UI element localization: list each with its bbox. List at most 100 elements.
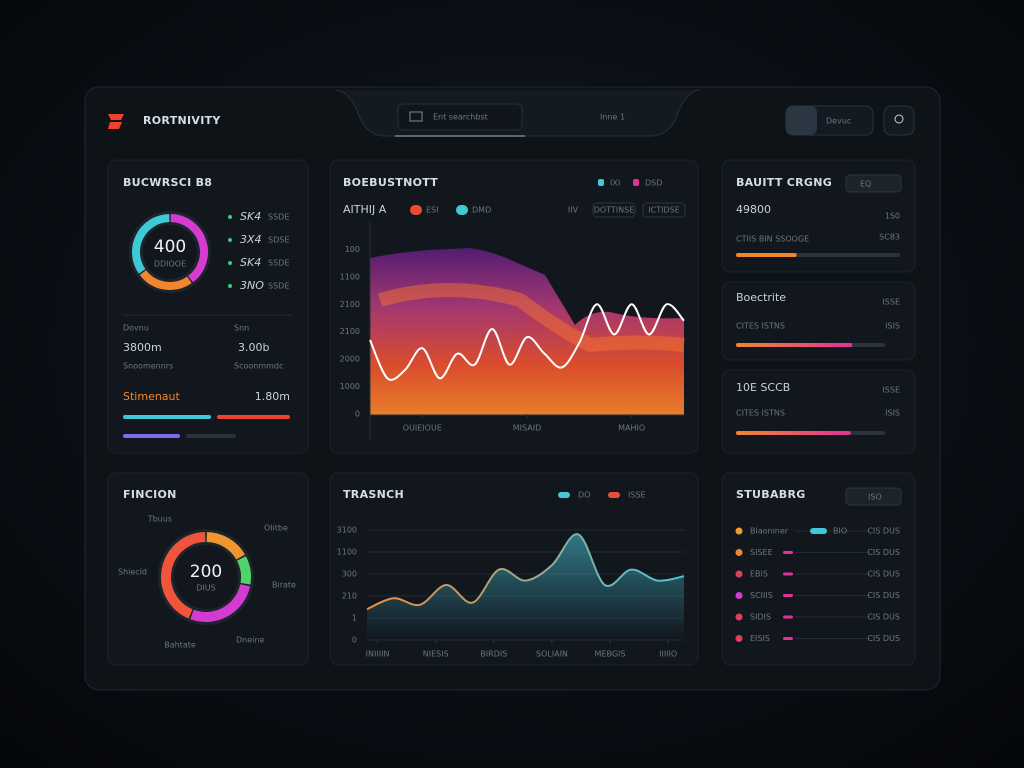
legend-label: SK4 <box>240 256 261 269</box>
stat-label: Dovnu <box>123 324 149 333</box>
donut-center: 400 <box>154 237 186 257</box>
y-tick-label: 0 <box>355 410 360 419</box>
search-icon <box>409 111 423 122</box>
donut-segment <box>236 556 251 585</box>
legend-dot <box>228 215 232 219</box>
status-button-label: ISO <box>868 493 882 502</box>
x-tick-label: MISAID <box>513 424 541 433</box>
y-tick-label: 2100 <box>340 327 360 336</box>
status-pill <box>783 551 793 554</box>
highlight-label: Stimenaut <box>123 390 181 403</box>
chart-control[interactable] <box>642 202 686 218</box>
line-series <box>366 533 685 611</box>
user-icon <box>894 114 904 124</box>
status-label: SCIIIS <box>750 591 773 600</box>
stat-value: 3800m <box>123 341 162 354</box>
search-text: Ent searchbst <box>433 113 488 122</box>
x-tick-label: SOLIAIN <box>536 650 568 659</box>
panel-title: STUBABRG <box>736 488 806 501</box>
legend-swatch <box>633 179 639 186</box>
x-tick-label: MAHIO <box>618 424 645 433</box>
metric-button[interactable] <box>845 174 902 193</box>
highlight-value: 1.80m <box>255 390 290 403</box>
legend-note: SSDE <box>268 282 289 291</box>
status-note: CIS DUS <box>867 527 900 536</box>
metric-note: CTIIS BIN SSOOGE <box>736 235 809 244</box>
stat-value: 3.00b <box>238 341 269 354</box>
status-note: CIS DUS <box>867 570 900 579</box>
donut-segment <box>139 269 192 290</box>
metric-side-note: ISIS <box>885 322 900 331</box>
status-pill <box>810 528 827 534</box>
x-tick-label: IIIIIO <box>659 650 677 659</box>
legend-label: 3X4 <box>240 233 262 246</box>
donut-segment <box>170 214 208 283</box>
legend-note: SSDE <box>268 213 289 222</box>
chart-control-label: DOTTINSE <box>594 206 635 215</box>
status-button[interactable] <box>845 487 902 506</box>
logo <box>108 114 124 129</box>
accent-bar <box>123 434 180 438</box>
y-tick-label: 210 <box>342 592 357 601</box>
progress-bar <box>736 431 851 435</box>
brand: RORTNIVITY <box>143 114 221 127</box>
panel-metric <box>721 281 916 361</box>
status-label: EISIS <box>750 634 770 643</box>
legend-swatch <box>456 205 468 215</box>
status-label: SIDIS <box>750 613 771 622</box>
metric-value: 49800 <box>736 203 771 216</box>
stat-note: Snoomennrs <box>123 362 173 371</box>
status-tag: BIO <box>833 527 847 536</box>
status-label: SISEE <box>750 548 773 557</box>
legend-swatch <box>410 205 422 215</box>
accent-bar <box>217 415 290 419</box>
x-tick-label: INIIIIN <box>366 650 390 659</box>
metric-side-note: SC83 <box>879 233 900 242</box>
progress-bar <box>736 343 853 347</box>
y-tick-label: 3100 <box>337 526 357 535</box>
panel-title: BUCWRSCI B8 <box>123 176 212 189</box>
metric-note: CITES ISTNS <box>736 409 785 418</box>
status-pill <box>783 572 793 576</box>
chart-subtitle: AITHIJ A <box>343 203 387 216</box>
legend-label: ISSE <box>628 491 646 500</box>
donut-label: Birate <box>272 581 296 590</box>
status-pill <box>783 637 793 640</box>
donut-segment <box>190 584 251 622</box>
header-button-icon <box>786 106 817 135</box>
metric-side-note: ISIS <box>885 409 900 418</box>
area-fill <box>367 534 684 640</box>
metric-note: CITES ISTNS <box>736 322 785 331</box>
legend-note: SDSE <box>268 236 289 245</box>
panel-distribution <box>107 472 309 666</box>
status-note: CIS DUS <box>867 613 900 622</box>
y-tick-label: 2000 <box>340 355 360 364</box>
chart-control-label: ICTIDSE <box>648 206 679 215</box>
legend-swatch <box>608 492 620 498</box>
metric-side: ISSE <box>882 298 900 307</box>
legend-note: SSDE <box>268 259 289 268</box>
y-tick-label: 1100 <box>337 548 357 557</box>
legend-dot <box>228 284 232 288</box>
accent-bar <box>186 434 236 438</box>
search-box[interactable] <box>397 103 523 131</box>
y-tick-label: 100 <box>345 245 360 254</box>
stat-label: Snn <box>234 324 249 333</box>
metric-title: BAUITT CRGNG <box>736 176 832 189</box>
legend-label: IXI <box>610 179 620 188</box>
metric-title: 10E SCCB <box>736 381 790 394</box>
heatmap-band <box>378 283 685 353</box>
status-dot <box>735 613 743 621</box>
user-button[interactable] <box>883 105 915 136</box>
status-dot <box>735 570 743 578</box>
status-note: CIS DUS <box>867 591 900 600</box>
status-label: Blaoniner <box>750 527 789 536</box>
status-dot <box>735 635 743 642</box>
y-tick-label: 1 <box>352 614 357 623</box>
legend-label: DMD <box>472 206 491 215</box>
chart-control[interactable] <box>592 202 636 218</box>
donut-segment <box>161 532 206 619</box>
y-tick-label: 1000 <box>340 382 360 391</box>
donut-label: Olitbe <box>264 524 288 533</box>
